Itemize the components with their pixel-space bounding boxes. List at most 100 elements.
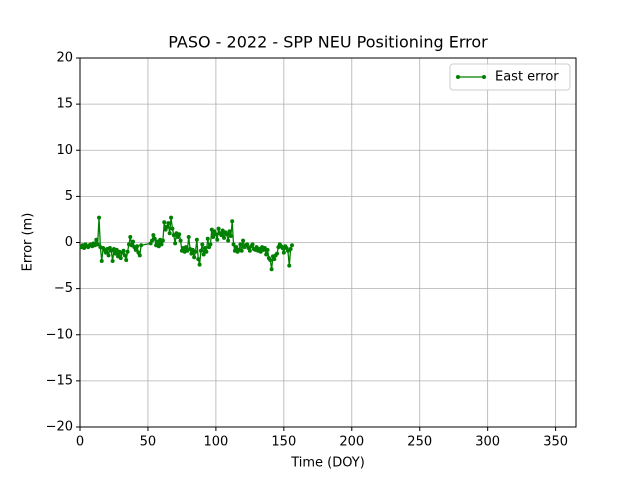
chart-title: PASO - 2022 - SPP NEU Positioning Error	[168, 33, 488, 52]
y-axis-label: Error (m)	[21, 213, 36, 272]
data-point	[245, 242, 250, 247]
x-tick-label: 100	[203, 435, 228, 450]
data-point	[121, 248, 126, 253]
data-point	[268, 258, 273, 263]
data-point	[192, 255, 197, 260]
y-tick-label: 20	[56, 51, 73, 66]
data-point	[125, 249, 130, 254]
data-point	[250, 242, 255, 247]
data-point	[110, 258, 115, 263]
data-point	[269, 267, 274, 272]
data-point	[106, 253, 111, 258]
data-point	[162, 220, 167, 225]
plot-frame	[79, 57, 577, 428]
data-point	[170, 226, 175, 231]
data-point	[99, 258, 104, 263]
data-point	[97, 215, 102, 220]
data-point	[173, 241, 178, 246]
data-point	[247, 248, 252, 253]
data-point	[167, 231, 172, 236]
data-point	[194, 237, 199, 242]
data-point	[118, 256, 123, 261]
data-point	[124, 258, 129, 263]
data-point	[135, 244, 140, 249]
data-point	[183, 245, 188, 250]
data-point	[196, 257, 201, 262]
x-tick-label: 300	[475, 435, 500, 450]
legend-marker	[456, 75, 460, 79]
data-point	[201, 252, 206, 257]
data-point	[113, 251, 118, 256]
legend-marker	[482, 75, 486, 79]
data-point	[234, 245, 239, 250]
y-tick-label: −15	[46, 373, 73, 388]
data-point	[241, 238, 246, 243]
y-tick-label: 0	[65, 235, 73, 250]
data-point	[159, 242, 164, 247]
x-tick-label: 350	[543, 435, 568, 450]
data-point	[227, 229, 232, 234]
data-point	[289, 243, 294, 248]
data-point	[205, 236, 210, 241]
y-tick-label: −20	[46, 420, 73, 435]
x-tick-label: 150	[271, 435, 296, 450]
data-point	[133, 247, 138, 252]
data-point	[238, 242, 243, 247]
data-point	[198, 248, 203, 253]
data-point	[224, 232, 229, 237]
legend-label: East error	[495, 70, 559, 85]
data-point	[151, 233, 156, 238]
x-tick-label: 50	[140, 435, 157, 450]
y-tick-label: −10	[46, 327, 73, 342]
data-point	[130, 239, 135, 244]
data-point	[103, 250, 108, 255]
y-tick-label: −5	[54, 281, 73, 296]
x-tick-label: 200	[339, 435, 364, 450]
data-point	[152, 236, 157, 241]
data-point	[128, 234, 133, 239]
data-point	[211, 234, 216, 239]
data-point	[228, 234, 233, 239]
data-point	[160, 238, 165, 243]
data-point	[95, 242, 100, 247]
y-tick-label: 15	[56, 97, 73, 112]
data-point	[208, 242, 213, 247]
data-point	[166, 221, 171, 226]
data-point	[186, 234, 191, 239]
data-point	[122, 253, 127, 258]
data-point	[216, 226, 221, 231]
data-point	[137, 253, 142, 258]
data-point	[197, 262, 202, 267]
data-point	[275, 251, 280, 256]
data-point	[213, 232, 218, 237]
x-tick-label: 0	[76, 435, 84, 450]
data-point	[177, 232, 182, 237]
x-axis-label: Time (DOY)	[290, 456, 365, 471]
x-tick-label: 250	[407, 435, 432, 450]
data-point	[281, 250, 286, 255]
data-point	[164, 224, 169, 229]
data-point	[204, 249, 209, 254]
data-point	[189, 251, 194, 256]
data-point	[215, 237, 220, 242]
data-point	[222, 235, 227, 240]
data-point	[287, 263, 292, 268]
data-point	[169, 215, 174, 220]
data-point	[239, 248, 244, 253]
data-point	[231, 242, 236, 247]
data-point	[272, 257, 277, 262]
data-point	[200, 242, 205, 247]
data-point	[230, 219, 235, 224]
data-point	[94, 237, 99, 242]
data-point	[203, 246, 208, 251]
data-point	[226, 238, 231, 243]
data-point	[193, 249, 198, 254]
data-point	[288, 246, 293, 251]
data-point	[219, 233, 224, 238]
data-point	[178, 238, 183, 243]
data-point	[139, 243, 144, 248]
data-point	[264, 252, 269, 257]
y-tick-label: 10	[56, 143, 73, 158]
